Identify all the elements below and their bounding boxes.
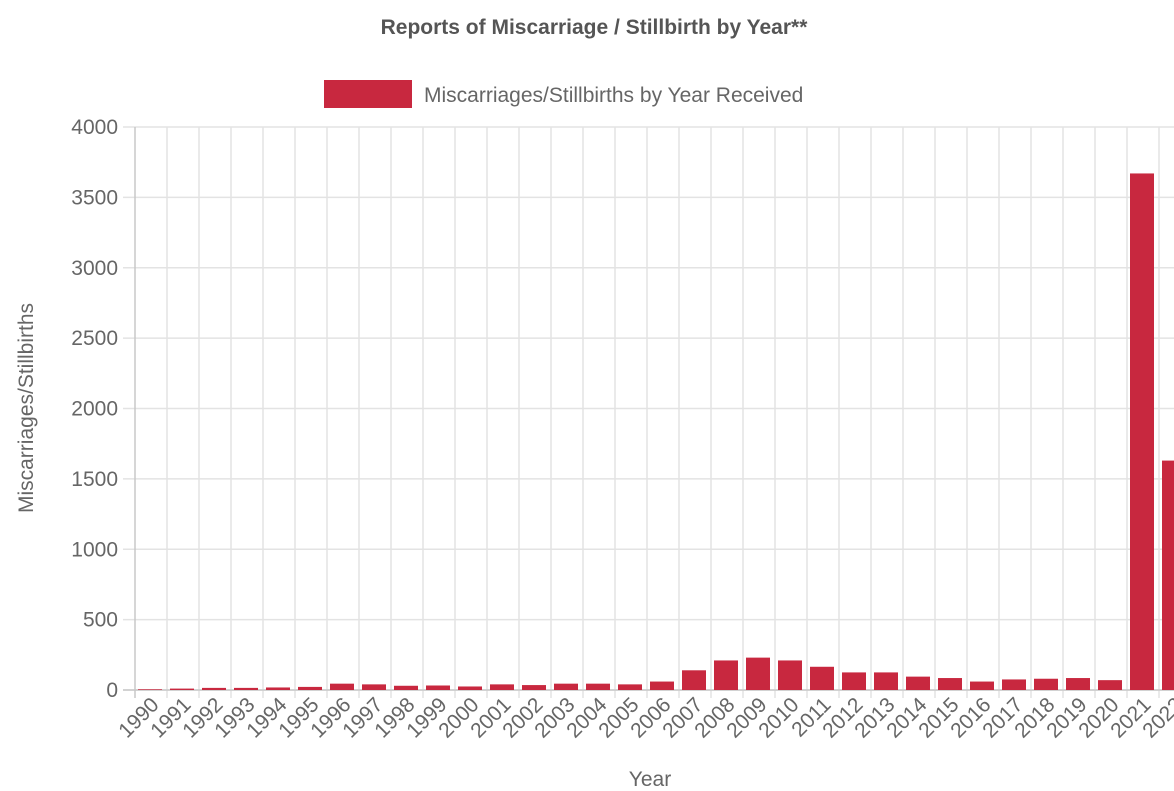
legend-swatch [324, 80, 412, 108]
y-tick-label: 3500 [71, 186, 118, 209]
bar-1993[interactable] [234, 687, 258, 690]
bar-2006[interactable] [650, 681, 674, 690]
bar-1998[interactable] [394, 685, 418, 690]
y-axis-ticks: 0 500 1000 1500 2000 2500 3000 3500 4000 [71, 116, 118, 702]
bar-2021[interactable] [1130, 173, 1154, 690]
bar-2011[interactable] [810, 666, 834, 690]
y-tick-label: 2500 [71, 327, 118, 350]
bar-2009[interactable] [746, 657, 770, 690]
bar-2012[interactable] [842, 672, 866, 690]
bars [138, 173, 1174, 690]
bar-2015[interactable] [938, 678, 962, 690]
bar-1994[interactable] [266, 687, 290, 690]
bar-2002[interactable] [522, 685, 546, 690]
bar-2017[interactable] [1002, 679, 1026, 690]
bar-2014[interactable] [906, 676, 930, 690]
bar-1999[interactable] [426, 685, 450, 690]
y-tick-label: 1000 [71, 538, 118, 561]
legend-label: Miscarriages/Stillbirths by Year Receive… [424, 84, 803, 107]
bar-2007[interactable] [682, 670, 706, 690]
bar-2001[interactable] [490, 684, 514, 690]
bar-2005[interactable] [618, 684, 642, 690]
y-tick-label: 4000 [71, 116, 118, 139]
bar-2000[interactable] [458, 686, 482, 690]
bar-2008[interactable] [714, 660, 738, 690]
chart-title: Reports of Miscarriage / Stillbirth by Y… [381, 16, 809, 39]
y-axis-title: Miscarriages/Stillbirths [15, 303, 38, 513]
y-tick-label: 500 [83, 609, 118, 632]
gridlines [123, 126, 1174, 698]
y-tick-label: 2000 [71, 398, 118, 421]
y-tick-label: 3000 [71, 257, 118, 280]
bar-2022[interactable] [1162, 460, 1174, 690]
y-tick-label: 0 [106, 679, 118, 702]
bar-2003[interactable] [554, 683, 578, 690]
bar-2016[interactable] [970, 681, 994, 690]
x-axis-title: Year [629, 768, 671, 791]
bar-1995[interactable] [298, 686, 322, 690]
y-tick-label: 1500 [71, 468, 118, 491]
bar-2013[interactable] [874, 672, 898, 690]
bar-1996[interactable] [330, 683, 354, 690]
x-axis-ticks: 1990199119921993199419951996199719981999… [114, 693, 1174, 743]
bar-2010[interactable] [778, 660, 802, 690]
legend[interactable]: Miscarriages/Stillbirths by Year Receive… [324, 80, 803, 108]
bar-2019[interactable] [1066, 678, 1090, 690]
bar-1997[interactable] [362, 684, 386, 690]
bar-1992[interactable] [202, 687, 226, 690]
bar-2020[interactable] [1098, 680, 1122, 690]
bar-2018[interactable] [1034, 678, 1058, 690]
bar-1990[interactable] [138, 689, 162, 690]
bar-2004[interactable] [586, 683, 610, 690]
bar-1991[interactable] [170, 688, 194, 690]
